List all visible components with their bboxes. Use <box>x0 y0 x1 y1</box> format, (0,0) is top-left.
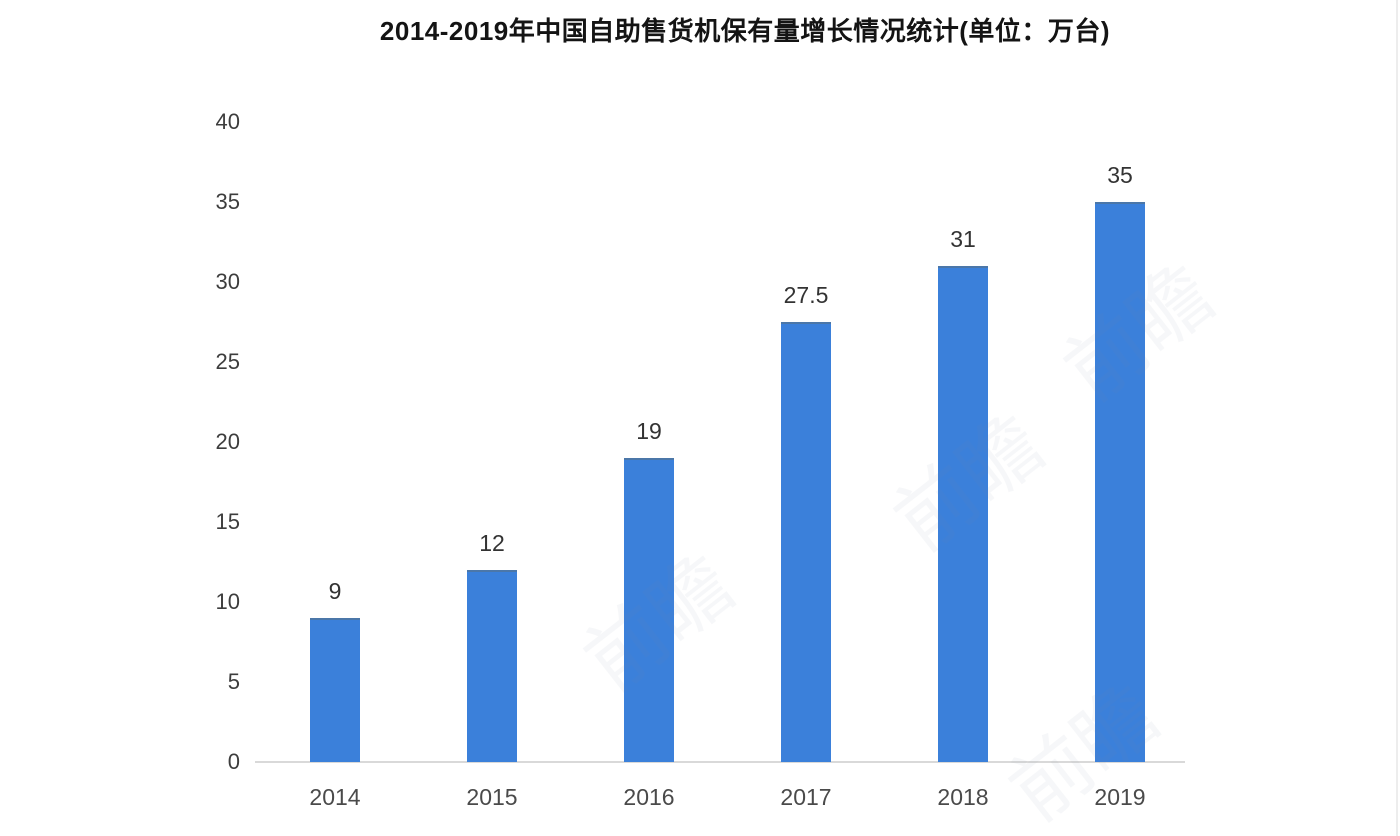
bar-2019 <box>1095 202 1145 762</box>
bar-value-label: 19 <box>636 418 662 444</box>
y-tick-label: 35 <box>215 189 240 214</box>
y-tick-label: 0 <box>227 749 240 774</box>
y-tick-label: 5 <box>227 669 240 694</box>
bar-value-label: 31 <box>950 226 976 252</box>
y-tick-label: 25 <box>215 349 240 374</box>
y-tick-label: 10 <box>215 589 240 614</box>
x-tick-label: 2016 <box>623 784 675 810</box>
bar-value-label: 9 <box>328 578 342 604</box>
bar-2017 <box>781 322 831 762</box>
bar-2016 <box>624 458 674 762</box>
bar-value-label: 35 <box>1107 162 1133 188</box>
x-tick-label: 2019 <box>1094 784 1146 810</box>
bar-value-label: 12 <box>479 530 505 556</box>
x-tick-label: 2014 <box>309 784 361 810</box>
y-tick-label: 15 <box>215 509 240 534</box>
x-tick-label: 2015 <box>466 784 518 810</box>
bar-2018 <box>938 266 988 762</box>
y-tick-label: 40 <box>215 109 240 134</box>
bar-2015 <box>467 570 517 762</box>
y-tick-label: 30 <box>215 269 240 294</box>
right-edge-line <box>1396 0 1398 836</box>
bar-value-label: 27.5 <box>783 282 829 308</box>
chart-title: 2014-2019年中国自助售货机保有量增长情况统计(单位：万台) <box>379 16 1111 46</box>
x-axis-line <box>255 761 1185 763</box>
bar-2014 <box>310 618 360 762</box>
x-tick-label: 2018 <box>937 784 989 810</box>
x-tick-label: 2017 <box>780 784 832 810</box>
y-tick-label: 20 <box>215 429 240 454</box>
